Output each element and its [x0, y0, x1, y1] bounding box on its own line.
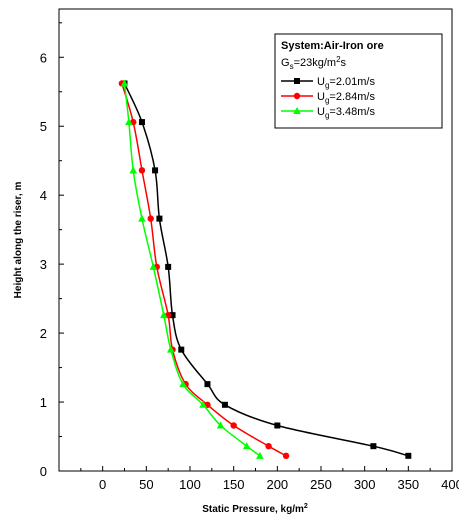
data-point [405, 452, 412, 459]
data-point [221, 401, 228, 408]
data-point [120, 79, 129, 87]
legend-entry: Ug=3.48m/s [281, 106, 375, 120]
data-point [165, 263, 172, 270]
x-tick-label: 300 [354, 477, 376, 492]
x-tick-label: 250 [310, 477, 332, 492]
data-point [216, 421, 225, 429]
data-point [129, 166, 138, 174]
data-point [138, 167, 146, 174]
data-point [138, 214, 146, 222]
legend-marker [293, 107, 301, 114]
data-point [147, 215, 154, 222]
x-axis-title: Static Pressure, kg/m2 [202, 503, 308, 515]
y-tick-label: 5 [40, 119, 47, 134]
legend-marker [293, 92, 301, 100]
data-point [152, 167, 159, 174]
data-point [204, 381, 211, 388]
data-point [242, 442, 251, 450]
y-tick-label: 3 [40, 257, 47, 272]
y-tick-label: 0 [40, 464, 47, 479]
series-line [123, 83, 261, 457]
data-point [179, 380, 187, 388]
y-axis-title: Height along the riser, m [13, 182, 24, 299]
series-line [121, 83, 287, 457]
x-tick-label: 350 [397, 477, 419, 492]
axis-ticks: 0 50 100 150 200 250 300 350 400 0 1 2 3 4 5 6 [40, 22, 459, 492]
data-point [160, 311, 168, 319]
data-point [178, 346, 185, 353]
legend-entry: Ug=2.84m/s [281, 91, 375, 105]
data-point [156, 215, 163, 222]
data-point [282, 452, 290, 460]
x-tick-label: 400 [441, 477, 459, 492]
y-tick-label: 4 [40, 188, 47, 203]
legend-title: System:Air-Iron ore [281, 40, 384, 52]
x-tick-label: 200 [266, 477, 288, 492]
data-point [169, 312, 176, 319]
legend-label: Ug=3.48m/s [317, 106, 375, 120]
y-tick-label: 1 [40, 395, 47, 410]
y-tick-label: 2 [40, 326, 47, 341]
data-point [256, 451, 264, 459]
legend-label: Ug=2.84m/s [317, 91, 375, 105]
x-tick-label: 100 [179, 477, 201, 492]
data-point [230, 422, 237, 429]
x-tick-label: 0 [99, 477, 106, 492]
legend-label: Ug=2.01m/s [317, 76, 375, 90]
data-point [125, 118, 133, 126]
series-1 [118, 80, 290, 460]
data-point [199, 400, 207, 408]
data-point [370, 443, 377, 450]
legend-marker [294, 78, 300, 84]
series-2 [120, 79, 264, 459]
data-point [149, 262, 158, 270]
data-point [265, 442, 272, 450]
data-point [274, 422, 281, 429]
data-point [166, 345, 175, 353]
y-tick-label: 6 [40, 50, 47, 65]
legend: System:Air-Iron ore Gs=23kg/m2s Ug=2.01m… [274, 33, 443, 129]
series-layer [118, 79, 412, 460]
legend-entries: Ug=2.01m/sUg=2.84m/sUg=3.48m/s [281, 76, 375, 120]
legend-entry: Ug=2.01m/s [281, 76, 375, 90]
x-tick-label: 150 [223, 477, 245, 492]
x-tick-label: 50 [139, 477, 153, 492]
series-0 [121, 80, 412, 459]
data-point [138, 119, 145, 126]
legend-subtitle: Gs=23kg/m2s [281, 55, 347, 71]
